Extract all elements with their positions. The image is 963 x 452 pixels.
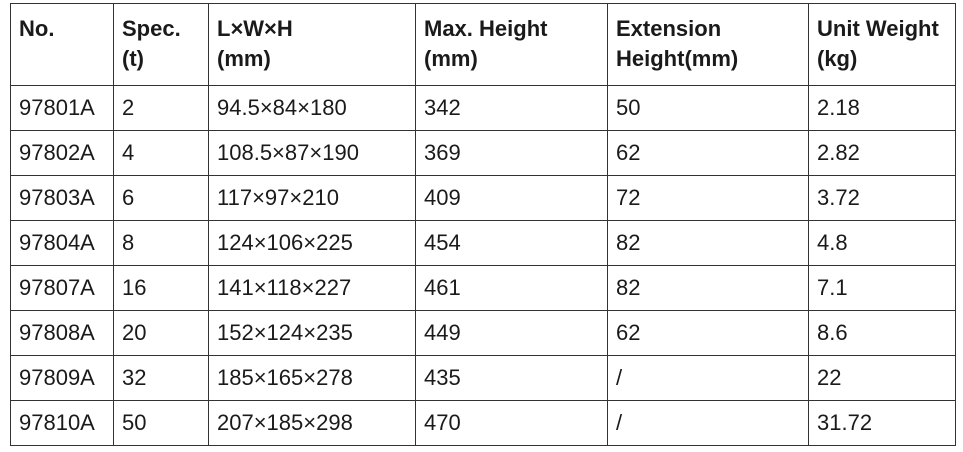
- table-cell: 207×185×298: [208, 400, 416, 446]
- table-cell: /: [607, 355, 809, 401]
- table-cell: 8: [113, 220, 209, 266]
- header-text: Spec.: [122, 16, 181, 41]
- header-text: No.: [19, 16, 55, 41]
- header-cell: No.: [10, 3, 114, 86]
- table-cell: 449: [415, 310, 608, 356]
- table-cell: 22: [808, 355, 956, 401]
- table-row: 97801A 2 94.5×84×180 342 50 2.18: [10, 85, 956, 131]
- table-cell: 454: [415, 220, 608, 266]
- header-text: Unit Weight: [817, 16, 939, 41]
- header-text: (mm): [424, 46, 478, 71]
- header-cell: Extension Height(mm): [607, 3, 809, 86]
- table-cell: 152×124×235: [208, 310, 416, 356]
- table-cell: 97804A: [10, 220, 114, 266]
- table-cell: 409: [415, 175, 608, 221]
- table-row: 97803A 6 117×97×210 409 72 3.72: [10, 175, 956, 221]
- header-cell: Spec. (t): [113, 3, 209, 86]
- table-cell: 108.5×87×190: [208, 130, 416, 176]
- table-cell: 97807A: [10, 265, 114, 311]
- table-cell: 470: [415, 400, 608, 446]
- header-text: (kg): [817, 46, 858, 71]
- table-cell: 97808A: [10, 310, 114, 356]
- table-cell: 369: [415, 130, 608, 176]
- table-cell: 97803A: [10, 175, 114, 221]
- table-cell: 117×97×210: [208, 175, 416, 221]
- header-text: (t): [122, 46, 144, 71]
- table-cell: 62: [607, 310, 809, 356]
- header-text: L×W×H: [217, 16, 293, 41]
- table-cell: /: [607, 400, 809, 446]
- table-cell: 20: [113, 310, 209, 356]
- table-cell: 97802A: [10, 130, 114, 176]
- table-cell: 6: [113, 175, 209, 221]
- table-row: 97804A 8 124×106×225 454 82 4.8: [10, 220, 956, 266]
- table-cell: 3.72: [808, 175, 956, 221]
- table-cell: 50: [113, 400, 209, 446]
- table-cell: 124×106×225: [208, 220, 416, 266]
- table-cell: 435: [415, 355, 608, 401]
- header-text: Extension: [616, 16, 722, 41]
- table-row: 97802A 4 108.5×87×190 369 62 2.82: [10, 130, 956, 176]
- table-cell: 72: [607, 175, 809, 221]
- spec-table: No. Spec. (t) L×W×H (mm) Max. Height (mm) Exten…: [10, 3, 956, 446]
- header-text: (mm): [217, 46, 271, 71]
- header-cell: L×W×H (mm): [208, 3, 416, 86]
- table-cell: 2.18: [808, 85, 956, 131]
- table-cell: 141×118×227: [208, 265, 416, 311]
- table-row: 97809A 32 185×165×278 435/22: [10, 355, 956, 401]
- table-cell: 50: [607, 85, 809, 131]
- table-cell: 82: [607, 265, 809, 311]
- table-cell: 31.72: [808, 400, 956, 446]
- table-row: 97807A 16 141×118×227 461 82 7.1: [10, 265, 956, 311]
- table-cell: 2.82: [808, 130, 956, 176]
- table-cell: 4: [113, 130, 209, 176]
- table-cell: 2: [113, 85, 209, 131]
- table-cell: 94.5×84×180: [208, 85, 416, 131]
- table-cell: 4.8: [808, 220, 956, 266]
- table-cell: 97809A: [10, 355, 114, 401]
- header-text: Max. Height: [424, 16, 548, 41]
- header-text: Height(mm): [616, 46, 739, 71]
- table-cell: 82: [607, 220, 809, 266]
- table-cell: 97801A: [10, 85, 114, 131]
- table-cell: 7.1: [808, 265, 956, 311]
- table-cell: 32: [113, 355, 209, 401]
- table-row: 97810A 50 207×185×298 470/31.72: [10, 400, 956, 446]
- table-cell: 8.6: [808, 310, 956, 356]
- table-cell: 185×165×278: [208, 355, 416, 401]
- table-cell: 16: [113, 265, 209, 311]
- header-row: No. Spec. (t) L×W×H (mm) Max. Height (mm) Exten…: [10, 3, 956, 86]
- header-cell: Unit Weight (kg): [808, 3, 956, 86]
- table-row: 97808A 20 152×124×235 449 62 8.6: [10, 310, 956, 356]
- header-cell: Max. Height (mm): [415, 3, 608, 86]
- table-cell: 62: [607, 130, 809, 176]
- table-cell: 342: [415, 85, 608, 131]
- table-cell: 461: [415, 265, 608, 311]
- table-body: 97801A 2 94.5×84×180 342 50 2.18 97802A 4 108.5×…: [10, 85, 956, 446]
- table-cell: 97810A: [10, 400, 114, 446]
